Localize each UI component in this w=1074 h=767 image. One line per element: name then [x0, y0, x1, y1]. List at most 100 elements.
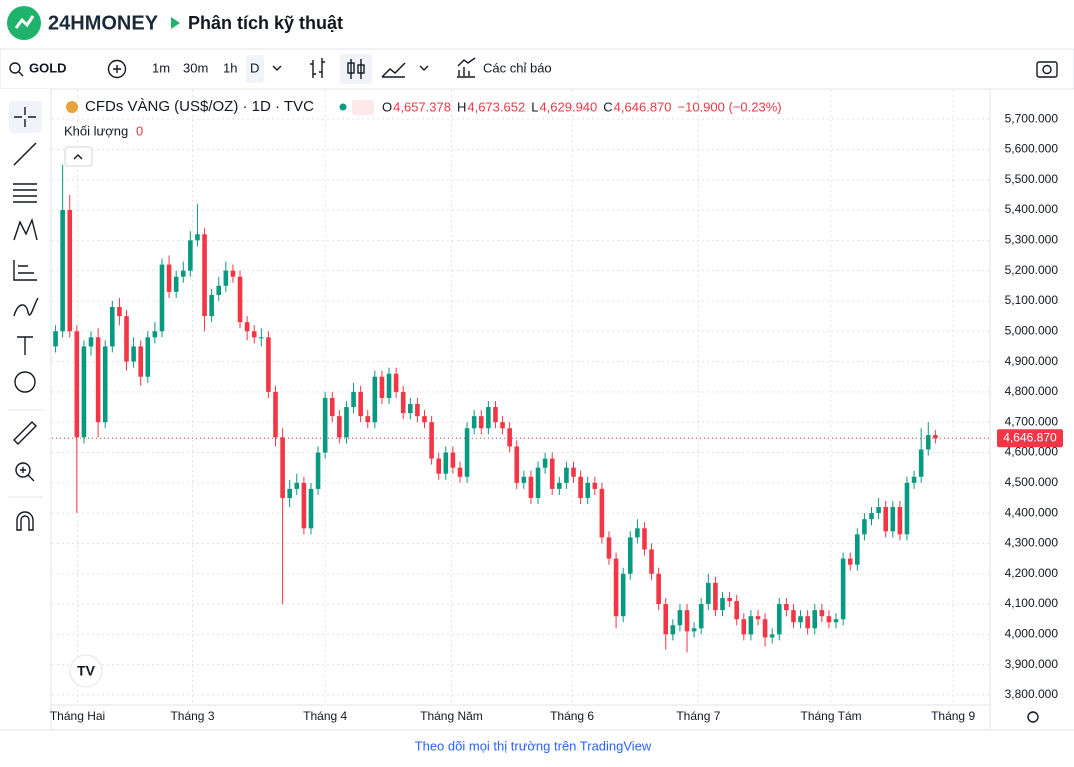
candle-body: [855, 534, 860, 565]
candle-body: [599, 488, 605, 538]
candle-body: [528, 476, 534, 498]
candle-body: [67, 210, 73, 332]
candle-body: [620, 573, 626, 617]
candle-body: [635, 528, 640, 538]
candle-body: [124, 316, 129, 362]
candle-body: [890, 507, 896, 532]
pattern-tool[interactable]: [13, 217, 38, 241]
candle-body: [408, 404, 413, 414]
candle-body: [486, 407, 491, 429]
collapse-button[interactable]: [64, 146, 93, 167]
candle-body: [471, 416, 477, 429]
candle-body: [649, 549, 654, 574]
candle-body: [251, 331, 257, 338]
x-tick-label: Tháng 7: [676, 709, 720, 723]
left-toolbar: [0, 89, 51, 762]
candle-body: [344, 407, 349, 438]
candle-body: [365, 416, 371, 423]
candle-body: [415, 404, 420, 417]
zoom-tool: [20, 467, 35, 482]
candle-body: [918, 449, 924, 477]
area-icon[interactable]: [381, 62, 406, 78]
dropdown[interactable]: [419, 65, 429, 71]
crosshair-tool[interactable]: [14, 107, 36, 127]
last-price-label: 4,646.870: [1003, 430, 1057, 444]
settings-icon[interactable]: [1027, 711, 1039, 723]
ohlc-key: C: [603, 99, 612, 114]
add-icon[interactable]: [107, 59, 127, 79]
change: −10.900 (−0.23%): [678, 99, 782, 114]
candle-body: [925, 435, 931, 450]
candle-body: [500, 422, 505, 429]
text-tool[interactable]: [17, 336, 33, 355]
candle-body: [436, 458, 441, 474]
search-icon[interactable]: [9, 62, 21, 74]
candle-body: [429, 422, 434, 459]
y-tick-label: 5,500.000: [1005, 172, 1059, 186]
emoji-tool[interactable]: [14, 371, 36, 393]
projection-tool[interactable]: [13, 260, 37, 281]
candle-body: [578, 476, 583, 498]
candle-body: [784, 604, 789, 611]
line-tool[interactable]: [13, 142, 37, 166]
candle-body: [727, 598, 732, 602]
candle-body: [748, 616, 754, 635]
interval[interactable]: D: [250, 60, 259, 75]
candle-body: [606, 537, 612, 559]
zoom-tool[interactable]: [15, 462, 31, 478]
candle-body: [741, 619, 747, 635]
y-tick-label: 4,900.000: [1005, 354, 1059, 368]
candle-body: [273, 391, 278, 438]
candle-body: [549, 458, 555, 489]
fib-tool[interactable]: [13, 183, 37, 203]
magnet-tool[interactable]: [16, 511, 34, 531]
interval[interactable]: 1m: [152, 60, 170, 75]
symbol[interactable]: GOLD: [29, 60, 67, 75]
candle-body: [337, 416, 342, 438]
candle-body: [110, 307, 115, 347]
candle-body: [776, 604, 782, 635]
candle-body: [223, 270, 229, 286]
x-tick-label: Tháng Hai: [50, 709, 105, 723]
candle-body: [138, 346, 143, 377]
dropdown[interactable]: [272, 65, 282, 71]
candle-body: [266, 337, 271, 392]
interval[interactable]: 1h: [223, 60, 237, 75]
candle-body: [791, 610, 796, 623]
brush-tool[interactable]: [13, 297, 39, 317]
collapse-icon: [73, 154, 83, 160]
candle-body: [478, 416, 484, 429]
candle-body: [840, 558, 846, 620]
bars-icon[interactable]: [310, 58, 325, 78]
candle-body: [372, 376, 378, 423]
search-icon: [18, 71, 24, 77]
indicator-icon[interactable]: [457, 57, 476, 78]
candle-body: [627, 537, 633, 574]
candle-body: [237, 276, 243, 323]
candle-body: [173, 276, 179, 292]
footer-link[interactable]: Theo dõi mọi thị trường trên TradingView: [415, 738, 652, 753]
candle-body: [904, 482, 910, 535]
camera-icon[interactable]: [1036, 61, 1058, 78]
ohlc-value: 4,673.652: [467, 99, 525, 114]
indicators[interactable]: Các chỉ báo: [483, 60, 552, 75]
candle-body: [301, 482, 307, 529]
x-tick-label: Tháng 4: [303, 709, 347, 723]
interval[interactable]: 30m: [183, 60, 208, 75]
candle-body: [393, 373, 399, 392]
y-tick-label: 4,100.000: [1005, 596, 1059, 610]
y-tick-label: 5,300.000: [1005, 233, 1059, 247]
x-tick-label: Tháng 3: [170, 709, 214, 723]
y-tick-label: 4,500.000: [1005, 475, 1059, 489]
ruler-tool[interactable]: [13, 421, 37, 445]
candle-body: [216, 285, 222, 295]
candle-body: [188, 240, 193, 271]
candle-body: [762, 619, 768, 638]
candle-body: [244, 322, 250, 332]
candle-body: [379, 376, 385, 398]
toolbar: [0, 48, 1074, 90]
candle-body: [734, 601, 739, 620]
candle-body: [308, 488, 314, 529]
candle-body: [166, 264, 172, 292]
